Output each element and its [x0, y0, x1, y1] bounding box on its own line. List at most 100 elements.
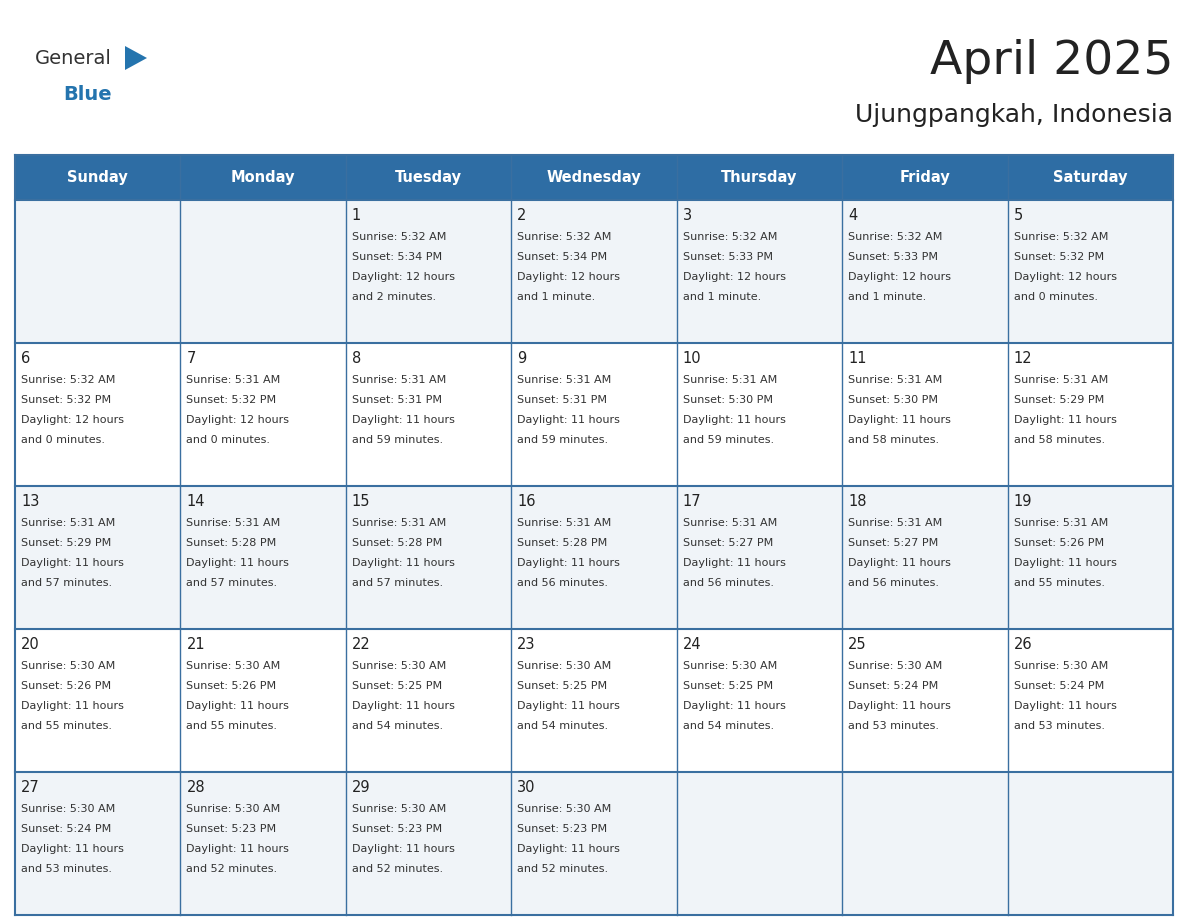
Text: and 57 minutes.: and 57 minutes. [21, 578, 112, 588]
Text: Thursday: Thursday [721, 170, 797, 185]
Text: 21: 21 [187, 637, 206, 652]
Text: and 55 minutes.: and 55 minutes. [21, 721, 112, 731]
Text: 29: 29 [352, 780, 371, 795]
Text: Sunrise: 5:30 AM: Sunrise: 5:30 AM [517, 661, 612, 671]
Text: Sunrise: 5:31 AM: Sunrise: 5:31 AM [1013, 518, 1108, 528]
Text: Sunrise: 5:30 AM: Sunrise: 5:30 AM [352, 804, 447, 814]
Text: Daylight: 11 hours: Daylight: 11 hours [1013, 701, 1117, 711]
Text: Sunset: 5:33 PM: Sunset: 5:33 PM [683, 252, 772, 262]
Text: 12: 12 [1013, 351, 1032, 366]
Text: Daylight: 12 hours: Daylight: 12 hours [187, 415, 290, 425]
Text: Daylight: 11 hours: Daylight: 11 hours [21, 558, 124, 568]
Text: Sunset: 5:26 PM: Sunset: 5:26 PM [187, 681, 277, 691]
Text: Sunset: 5:28 PM: Sunset: 5:28 PM [517, 538, 607, 548]
Text: Sunset: 5:31 PM: Sunset: 5:31 PM [352, 395, 442, 405]
Text: and 1 minute.: and 1 minute. [683, 292, 762, 302]
Text: Daylight: 11 hours: Daylight: 11 hours [848, 558, 952, 568]
Text: Sunrise: 5:32 AM: Sunrise: 5:32 AM [352, 232, 447, 242]
Text: Sunrise: 5:31 AM: Sunrise: 5:31 AM [352, 518, 447, 528]
Text: 3: 3 [683, 208, 691, 223]
Text: Sunset: 5:32 PM: Sunset: 5:32 PM [21, 395, 112, 405]
Text: and 56 minutes.: and 56 minutes. [848, 578, 940, 588]
Text: and 58 minutes.: and 58 minutes. [1013, 435, 1105, 445]
Text: and 0 minutes.: and 0 minutes. [187, 435, 271, 445]
Text: 30: 30 [517, 780, 536, 795]
Text: 25: 25 [848, 637, 867, 652]
Text: and 52 minutes.: and 52 minutes. [517, 864, 608, 874]
Text: Saturday: Saturday [1053, 170, 1127, 185]
Text: Sunrise: 5:32 AM: Sunrise: 5:32 AM [517, 232, 612, 242]
Text: 23: 23 [517, 637, 536, 652]
Text: 22: 22 [352, 637, 371, 652]
Text: 27: 27 [21, 780, 39, 795]
Text: Sunset: 5:24 PM: Sunset: 5:24 PM [1013, 681, 1104, 691]
Text: Daylight: 11 hours: Daylight: 11 hours [517, 415, 620, 425]
Text: Sunrise: 5:30 AM: Sunrise: 5:30 AM [21, 804, 115, 814]
Text: and 54 minutes.: and 54 minutes. [683, 721, 773, 731]
Text: Daylight: 11 hours: Daylight: 11 hours [683, 701, 785, 711]
Text: Sunset: 5:25 PM: Sunset: 5:25 PM [517, 681, 607, 691]
Bar [15, 155, 1173, 200]
Text: Sunrise: 5:31 AM: Sunrise: 5:31 AM [517, 518, 612, 528]
Text: Daylight: 11 hours: Daylight: 11 hours [187, 558, 290, 568]
Text: and 58 minutes.: and 58 minutes. [848, 435, 940, 445]
Text: Daylight: 11 hours: Daylight: 11 hours [21, 701, 124, 711]
Text: Sunrise: 5:31 AM: Sunrise: 5:31 AM [517, 375, 612, 385]
Text: Daylight: 11 hours: Daylight: 11 hours [352, 415, 455, 425]
Polygon shape [125, 46, 147, 70]
Text: Daylight: 11 hours: Daylight: 11 hours [352, 558, 455, 568]
Text: and 56 minutes.: and 56 minutes. [683, 578, 773, 588]
Text: Daylight: 11 hours: Daylight: 11 hours [517, 558, 620, 568]
Text: Daylight: 12 hours: Daylight: 12 hours [683, 272, 785, 282]
Text: 5: 5 [1013, 208, 1023, 223]
Text: Sunrise: 5:30 AM: Sunrise: 5:30 AM [187, 804, 280, 814]
Text: and 56 minutes.: and 56 minutes. [517, 578, 608, 588]
Text: Sunday: Sunday [68, 170, 128, 185]
Text: Sunrise: 5:30 AM: Sunrise: 5:30 AM [1013, 661, 1108, 671]
Text: Daylight: 11 hours: Daylight: 11 hours [1013, 558, 1117, 568]
Text: and 1 minute.: and 1 minute. [517, 292, 595, 302]
Text: Sunset: 5:24 PM: Sunset: 5:24 PM [21, 824, 112, 834]
Text: 1: 1 [352, 208, 361, 223]
Text: April 2025: April 2025 [929, 39, 1173, 84]
Text: Sunset: 5:26 PM: Sunset: 5:26 PM [1013, 538, 1104, 548]
Text: and 52 minutes.: and 52 minutes. [352, 864, 443, 874]
Text: Sunset: 5:23 PM: Sunset: 5:23 PM [187, 824, 277, 834]
Text: Sunset: 5:31 PM: Sunset: 5:31 PM [517, 395, 607, 405]
Text: Sunset: 5:24 PM: Sunset: 5:24 PM [848, 681, 939, 691]
Bar [15, 629, 1173, 772]
Text: Sunset: 5:30 PM: Sunset: 5:30 PM [683, 395, 772, 405]
Text: Sunrise: 5:31 AM: Sunrise: 5:31 AM [848, 518, 942, 528]
Text: and 0 minutes.: and 0 minutes. [1013, 292, 1098, 302]
Text: Blue: Blue [63, 85, 112, 105]
Text: Daylight: 11 hours: Daylight: 11 hours [352, 844, 455, 854]
Text: 7: 7 [187, 351, 196, 366]
Text: and 53 minutes.: and 53 minutes. [848, 721, 940, 731]
Bar [15, 486, 1173, 629]
Text: Sunrise: 5:32 AM: Sunrise: 5:32 AM [1013, 232, 1108, 242]
Text: 4: 4 [848, 208, 858, 223]
Text: Sunset: 5:28 PM: Sunset: 5:28 PM [352, 538, 442, 548]
Text: Sunrise: 5:31 AM: Sunrise: 5:31 AM [683, 375, 777, 385]
Text: Daylight: 11 hours: Daylight: 11 hours [1013, 415, 1117, 425]
Text: 15: 15 [352, 494, 371, 509]
Text: Sunset: 5:32 PM: Sunset: 5:32 PM [187, 395, 277, 405]
Text: and 0 minutes.: and 0 minutes. [21, 435, 105, 445]
Text: Wednesday: Wednesday [546, 170, 642, 185]
Text: Sunset: 5:23 PM: Sunset: 5:23 PM [517, 824, 607, 834]
Text: Daylight: 11 hours: Daylight: 11 hours [683, 415, 785, 425]
Text: Sunrise: 5:30 AM: Sunrise: 5:30 AM [352, 661, 447, 671]
Text: and 54 minutes.: and 54 minutes. [352, 721, 443, 731]
Text: and 53 minutes.: and 53 minutes. [21, 864, 112, 874]
Text: Friday: Friday [899, 170, 950, 185]
Text: Sunset: 5:28 PM: Sunset: 5:28 PM [187, 538, 277, 548]
Text: Sunset: 5:29 PM: Sunset: 5:29 PM [1013, 395, 1104, 405]
Text: 10: 10 [683, 351, 701, 366]
Text: 18: 18 [848, 494, 866, 509]
Text: 17: 17 [683, 494, 701, 509]
Text: Sunrise: 5:30 AM: Sunrise: 5:30 AM [517, 804, 612, 814]
Text: Daylight: 11 hours: Daylight: 11 hours [517, 701, 620, 711]
Bar [15, 772, 1173, 915]
Text: Sunset: 5:25 PM: Sunset: 5:25 PM [683, 681, 773, 691]
Text: Daylight: 11 hours: Daylight: 11 hours [848, 701, 952, 711]
